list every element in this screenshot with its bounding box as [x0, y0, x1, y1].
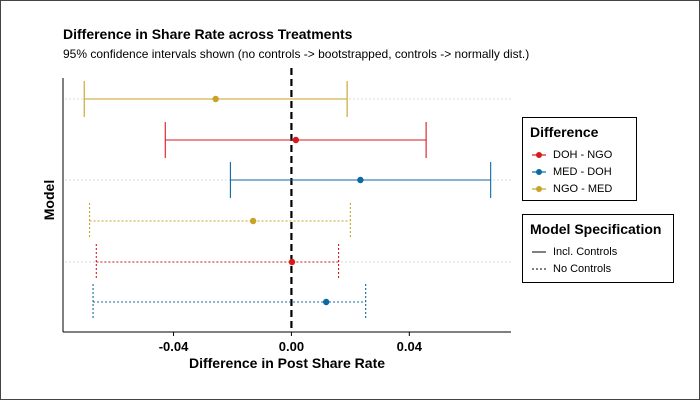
legend-label: No Controls	[553, 263, 612, 275]
legend-spec-title: Model Specification	[530, 221, 662, 237]
legend-key-icon	[532, 186, 546, 192]
point-estimate	[292, 136, 300, 144]
point-estimate	[249, 217, 257, 225]
legend-difference-title: Difference	[530, 124, 599, 140]
legend-key-icon	[532, 152, 546, 158]
legend-model-specification: Model Specification Incl. Controls No Con…	[522, 214, 674, 283]
x-tick-label: 0.00	[279, 339, 304, 354]
chart-title: Difference in Share Rate across Treatmen…	[63, 26, 353, 42]
chart-subtitle: 95% confidence intervals shown (no contr…	[63, 47, 530, 61]
legend-label: MED - DOH	[553, 166, 612, 178]
legend-label: DOH - NGO	[553, 149, 613, 161]
legend-key-icon	[532, 169, 546, 175]
point-estimate	[212, 95, 219, 103]
legend-item-doh-ngo: DOH - NGO	[531, 147, 612, 163]
x-axis-title: Difference in Post Share Rate	[189, 355, 385, 371]
legend-item-ngo-med: NGO - MED	[531, 181, 612, 197]
x-tick-label: 0.04	[397, 339, 423, 354]
x-tick-label: -0.04	[159, 339, 189, 354]
legend-label: NGO - MED	[553, 183, 613, 195]
legend-label: Incl. Controls	[553, 246, 618, 258]
point-estimate	[357, 176, 364, 184]
point-estimate	[323, 298, 330, 306]
y-axis-title: Model	[41, 180, 57, 220]
legend-item-med-doh: MED - DOH	[531, 164, 612, 180]
legend-key-icon	[532, 268, 546, 270]
legend-item-incl-controls: Incl. Controls	[531, 244, 617, 260]
legend-key-icon	[532, 251, 546, 253]
legend-difference: Difference DOH - NGO MED - DOH NGO - MED	[522, 117, 637, 201]
point-estimate	[288, 258, 296, 266]
legend-item-no-controls: No Controls	[531, 261, 611, 277]
